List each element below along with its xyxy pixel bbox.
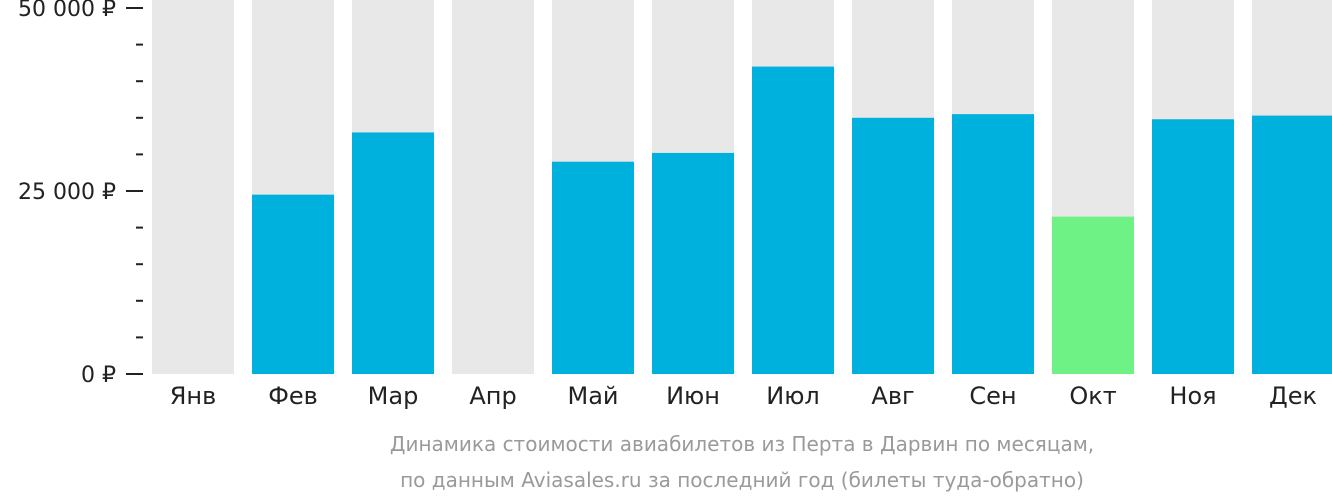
y-tick-label-2: 25 000 ₽ [18, 180, 116, 205]
bar-7[interactable] [752, 66, 834, 374]
bar-9[interactable] [952, 114, 1034, 374]
caption-line-1: Динамика стоимости авиабилетов из Перта … [390, 432, 1094, 456]
y-axis: 50 000 ₽ 25 000 ₽ 0 ₽ [18, 0, 143, 388]
value-bars [252, 66, 1332, 375]
bar-12[interactable] [1252, 115, 1332, 374]
bar-5[interactable] [552, 161, 634, 374]
bar-background-1 [152, 0, 234, 374]
bar-10[interactable] [1052, 216, 1134, 374]
x-axis-labels: Янв Фев Мар Апр Май Июн Июл Авг Сен Окт Ноя Дек [170, 382, 1317, 410]
x-tick-label-2: Фев [268, 382, 318, 410]
y-tick-label-3: 0 ₽ [81, 363, 116, 388]
x-tick-label-12: Дек [1269, 382, 1317, 410]
x-tick-label-9: Сен [969, 382, 1016, 410]
x-tick-label-8: Авг [871, 382, 914, 410]
x-tick-label-10: Окт [1069, 382, 1116, 410]
bar-2[interactable] [252, 194, 334, 374]
y-tick-label-1: 50 000 ₽ [18, 0, 116, 22]
x-tick-label-7: Июл [766, 382, 820, 410]
x-tick-label-4: Апр [469, 382, 516, 410]
bar-3[interactable] [352, 132, 434, 374]
x-tick-label-5: Май [567, 382, 618, 410]
x-tick-label-3: Мар [368, 382, 419, 410]
bar-8[interactable] [852, 117, 934, 375]
x-tick-label-6: Июн [666, 382, 720, 410]
bar-background-4 [452, 0, 534, 374]
caption-line-2: по данным Aviasales.ru за последний год … [400, 468, 1084, 492]
bar-6[interactable] [652, 152, 734, 374]
x-tick-label-1: Янв [170, 382, 217, 410]
bar-11[interactable] [1152, 119, 1234, 374]
x-tick-label-11: Ноя [1169, 382, 1216, 410]
